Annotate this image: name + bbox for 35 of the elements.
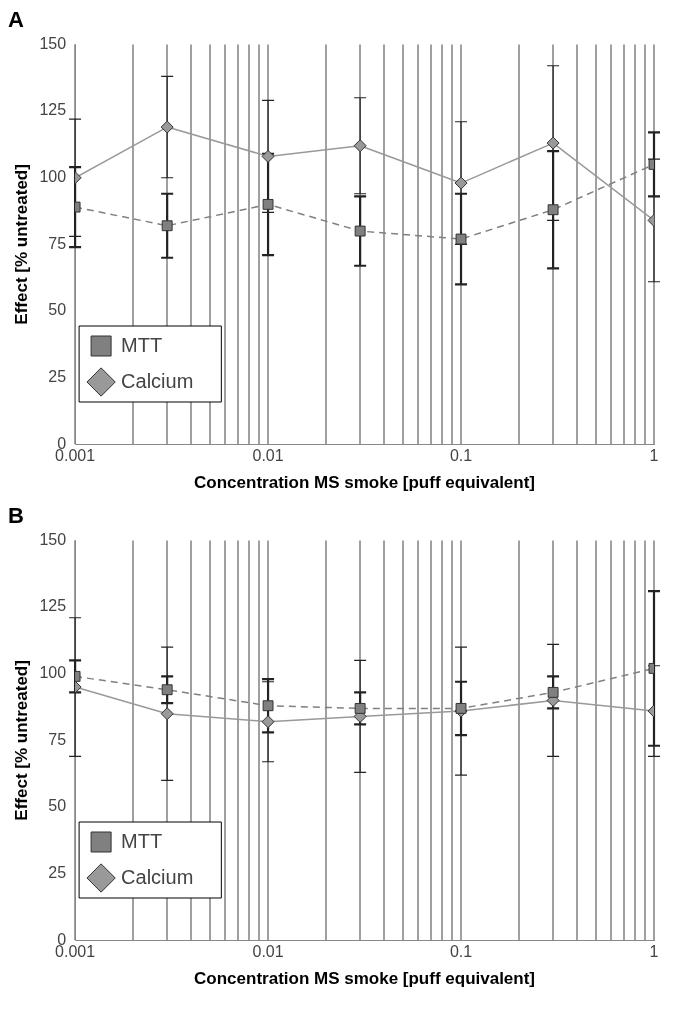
point — [547, 204, 559, 216]
y-tick-label: 75 — [48, 234, 67, 252]
y-tick-label: 125 — [39, 597, 67, 615]
y-tick-label: 25 — [48, 368, 67, 386]
y-tick-label: 25 — [48, 864, 67, 882]
x-axis-title: Concentration MS smoke [puff equivalent] — [194, 969, 536, 989]
point — [261, 715, 275, 729]
y-tick-label: 100 — [39, 664, 67, 682]
legend-label: Calcium — [121, 369, 194, 392]
point — [546, 136, 560, 150]
x-tick-label: 0.01 — [252, 943, 284, 961]
y-tick-label: 150 — [39, 34, 67, 52]
x-tick-label: 0.01 — [252, 447, 284, 465]
point — [262, 198, 274, 210]
point — [455, 233, 467, 245]
legend-label: Calcium — [121, 865, 194, 888]
y-tick-label: 50 — [48, 301, 67, 319]
x-tick-label: 0.1 — [449, 447, 473, 465]
point — [454, 176, 468, 190]
chart-title: A — [8, 7, 24, 33]
y-axis-title: Effect [% untreated] — [11, 164, 31, 325]
chart-title: B — [8, 503, 24, 529]
point — [261, 149, 275, 163]
x-tick-label: 0.1 — [449, 943, 473, 961]
x-tick-label: 1 — [649, 943, 659, 961]
x-tick-label: 1 — [649, 447, 659, 465]
y-tick-label: 150 — [39, 530, 67, 548]
x-axis-title: Concentration MS smoke [puff equivalent] — [194, 473, 536, 493]
legend-label: MTT — [121, 333, 163, 356]
y-tick-label: 50 — [48, 797, 67, 815]
y-tick-label: 75 — [48, 730, 67, 748]
y-tick-label: 100 — [39, 168, 67, 186]
y-axis-title: Effect [% untreated] — [11, 660, 31, 821]
y-tick-label: 125 — [39, 101, 67, 119]
legend-label: MTT — [121, 829, 163, 852]
